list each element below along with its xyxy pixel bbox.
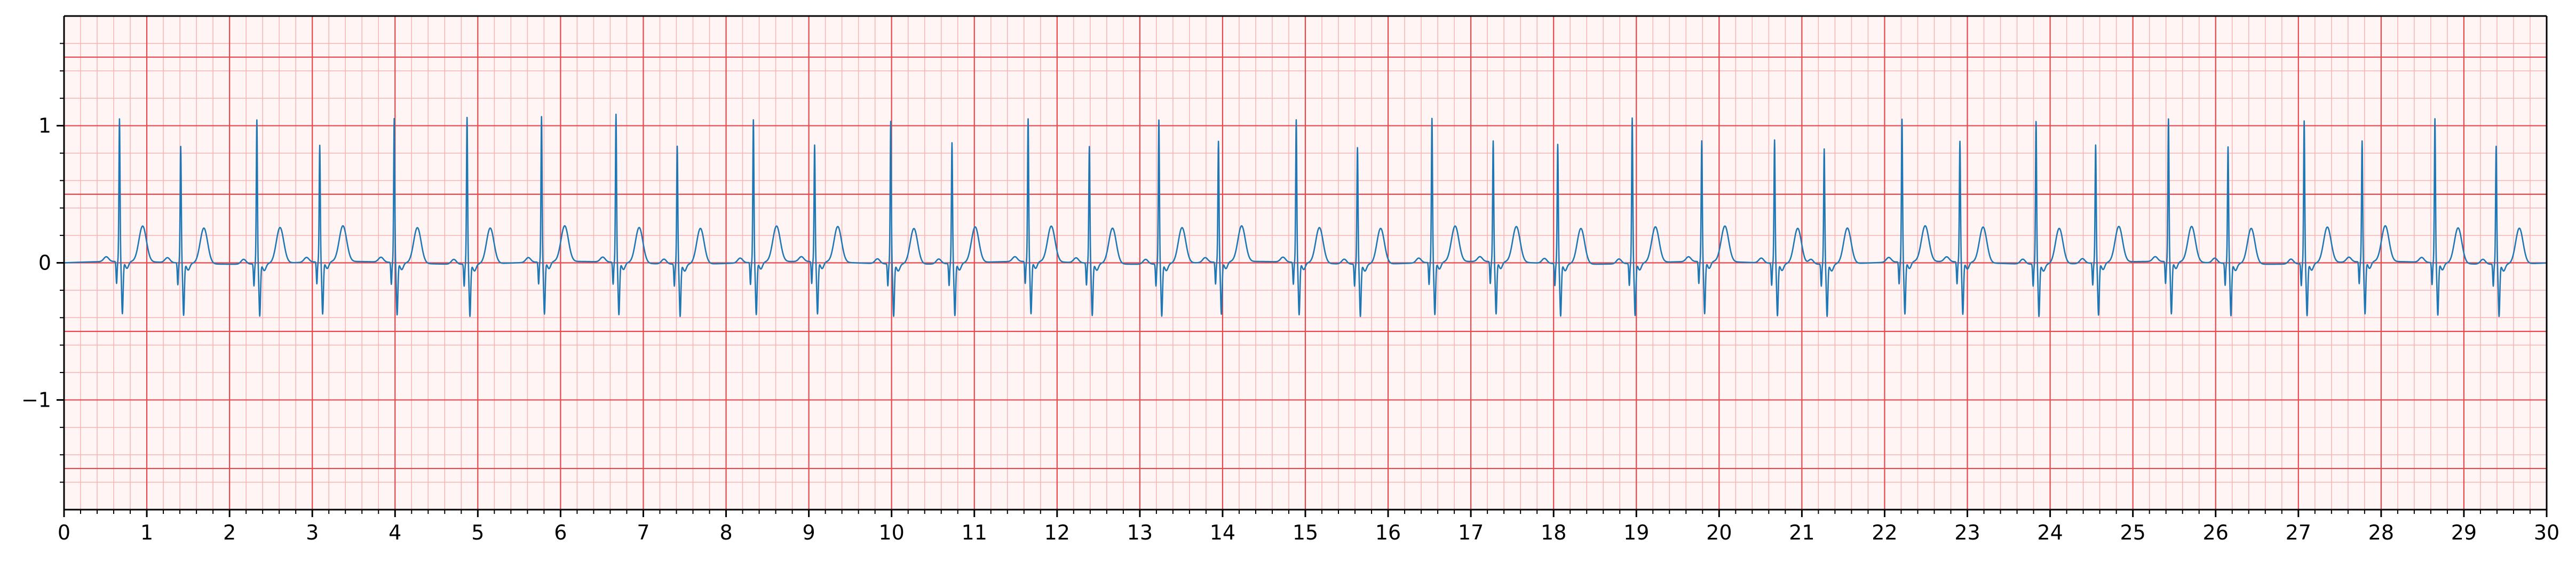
y-tick-label: 1: [38, 114, 51, 138]
x-tick-label: 2: [223, 521, 236, 544]
x-tick-label: 19: [1623, 521, 1649, 544]
x-tick-label: 0: [58, 521, 70, 544]
x-tick-label: 25: [2120, 521, 2145, 544]
x-tick-label: 5: [471, 521, 484, 544]
x-tick-label: 30: [2534, 521, 2559, 544]
x-tick-label: 8: [719, 521, 732, 544]
x-tick-label: 17: [1458, 521, 1484, 544]
x-tick-label: 29: [2451, 521, 2477, 544]
x-tick-label: 12: [1044, 521, 1070, 544]
x-tick-label: 27: [2286, 521, 2311, 544]
x-tick-label: 16: [1375, 521, 1401, 544]
x-tick-label: 15: [1293, 521, 1318, 544]
x-tick-label: 4: [389, 521, 401, 544]
x-tick-label: 24: [2037, 521, 2063, 544]
y-tick-label: 0: [38, 251, 51, 275]
x-tick-label: 21: [1789, 521, 1814, 544]
x-tick-label: 28: [2368, 521, 2394, 544]
x-tick-label: 3: [306, 521, 319, 544]
y-tick-label: −1: [21, 388, 51, 411]
x-tick-label: 13: [1127, 521, 1153, 544]
x-tick-label: 1: [140, 521, 153, 544]
x-tick-label: 7: [637, 521, 649, 544]
x-tick-label: 18: [1541, 521, 1566, 544]
x-tick-label: 14: [1210, 521, 1235, 544]
series-layer: [64, 113, 2547, 318]
x-tick-label: 23: [1954, 521, 1980, 544]
x-tick-label: 22: [1872, 521, 1897, 544]
x-tick-label: 26: [2203, 521, 2229, 544]
x-tick-label: 9: [803, 521, 815, 544]
y-ticks: −1 0 1: [21, 43, 64, 483]
x-tick-label: 10: [878, 521, 904, 544]
ecg-trace-line: [64, 113, 2547, 318]
x-tick-label: 6: [554, 521, 567, 544]
x-tick-label: 20: [1706, 521, 1732, 544]
x-ticks: 0 1 2 3 4 5 6 7 8 9 10 11 12 13 14 15 16 17 18 19 20 21 22 23 24…: [58, 510, 2559, 544]
x-tick-label: 11: [962, 521, 987, 544]
